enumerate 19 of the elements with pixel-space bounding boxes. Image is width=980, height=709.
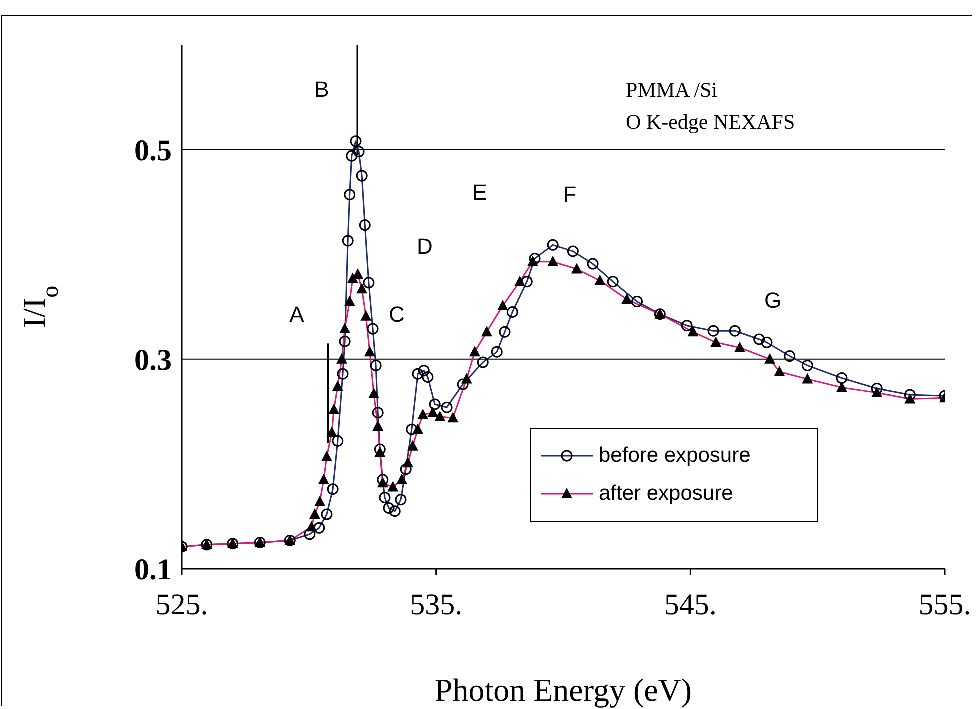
annotation: O K-edge NEXAFS	[626, 109, 796, 136]
y-tick-label: 0.3	[134, 344, 172, 378]
annotation: E	[472, 180, 488, 206]
legend-label: before exposure	[599, 444, 751, 468]
x-tick-label: 555.	[918, 588, 972, 622]
x-tick-label: 535.	[410, 588, 463, 622]
annotation: F	[562, 182, 578, 208]
y-tick-label: 0.5	[134, 134, 172, 168]
annotation: PMMA /Si	[626, 77, 719, 104]
annotation: D	[416, 234, 434, 260]
y-tick-label: 0.1	[134, 554, 172, 587]
annotation: B	[314, 77, 330, 103]
x-tick-label: 545.	[664, 588, 717, 622]
x-axis-title: Photon Energy (eV)	[434, 672, 692, 708]
annotation: G	[763, 288, 783, 314]
annotation: C	[388, 302, 406, 328]
legend-label: after exposure	[599, 482, 734, 506]
annotation: A	[288, 302, 306, 328]
x-tick-label: 525.	[156, 588, 208, 622]
